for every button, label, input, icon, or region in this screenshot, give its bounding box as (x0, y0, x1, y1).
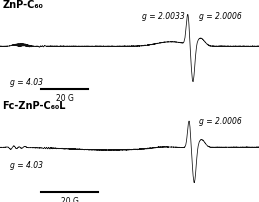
Text: 20 G: 20 G (56, 94, 74, 103)
Text: g = 2.0006: g = 2.0006 (199, 12, 242, 21)
Text: g = 2.0006: g = 2.0006 (199, 117, 242, 126)
Text: g = 4.03: g = 4.03 (10, 161, 43, 170)
Text: g = 2.0033: g = 2.0033 (142, 12, 185, 21)
Text: Fc-ZnP-C₆₀L: Fc-ZnP-C₆₀L (3, 101, 66, 111)
Text: 20 G: 20 G (61, 197, 79, 202)
Text: ZnP-C₆₀: ZnP-C₆₀ (3, 0, 44, 10)
Text: g = 4.03: g = 4.03 (10, 78, 43, 87)
